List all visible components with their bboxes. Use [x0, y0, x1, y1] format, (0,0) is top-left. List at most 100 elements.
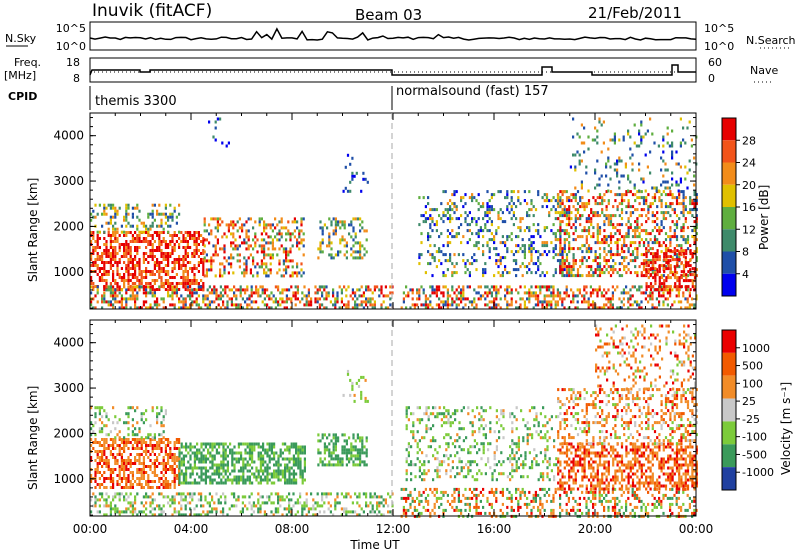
scatter-cell: [229, 478, 232, 482]
scatter-cell: [116, 294, 119, 298]
scatter-cell: [256, 262, 259, 266]
scatter-cell: [153, 273, 156, 276]
scatter-cell: [288, 448, 291, 452]
scatter-cell: [638, 235, 641, 239]
scatter-cell: [418, 294, 421, 298]
scatter-cell: [211, 454, 214, 458]
scatter-cell: [493, 238, 496, 242]
scatter-cell: [654, 282, 657, 286]
scatter-cell: [332, 294, 335, 298]
scatter-cell: [107, 261, 110, 264]
scatter-cell: [265, 271, 268, 275]
scatter-cell: [585, 291, 588, 295]
scatter-cell: [221, 141, 224, 145]
scatter-cell: [116, 267, 119, 270]
scatter-cell: [493, 285, 496, 289]
scatter-cell: [112, 264, 115, 267]
scatter-cell: [691, 279, 694, 283]
scatter-cell: [105, 300, 108, 304]
scatter-cell: [101, 300, 104, 304]
scatter-cell: [123, 471, 126, 474]
scatter-cell: [236, 259, 239, 263]
scatter-cell: [125, 279, 128, 282]
scatter-cell: [94, 480, 97, 483]
scatter-cell: [160, 240, 163, 243]
scatter-cell: [101, 212, 104, 216]
scatter-cell: [455, 306, 458, 310]
scatter-cell: [252, 226, 255, 230]
scatter-cell: [579, 223, 582, 227]
scatter-cell: [136, 471, 139, 474]
scatter-cell: [271, 223, 274, 227]
scatter-cell: [609, 250, 613, 254]
scatter-cell: [259, 294, 262, 298]
scatter-cell: [669, 241, 672, 245]
scatter-cell: [512, 211, 515, 215]
scatter-cell: [640, 123, 643, 127]
scatter-cell: [123, 282, 126, 285]
scatter-cell: [123, 465, 126, 468]
scatter-cell: [105, 441, 108, 444]
scatter-cell: [228, 288, 231, 292]
scatter-cell: [285, 265, 288, 269]
scatter-cell: [677, 291, 680, 295]
scatter-cell: [656, 211, 659, 215]
scatter-cell: [131, 215, 134, 219]
scatter-cell: [438, 288, 441, 292]
scatter-cell: [645, 214, 648, 218]
scatter-cell: [114, 249, 117, 252]
scatter-cell: [572, 193, 575, 197]
scatter-cell: [669, 270, 672, 274]
scatter-cell: [101, 474, 104, 477]
scatter-cell: [534, 271, 538, 275]
scatter-cell: [136, 492, 139, 496]
scatter-cell: [151, 249, 154, 252]
scatter-cell: [127, 501, 130, 505]
scatter-cell: [216, 226, 219, 230]
scatter-cell: [651, 294, 654, 298]
scatter-cell: [182, 475, 185, 479]
scatter-cell: [164, 206, 167, 210]
scatter-cell: [640, 190, 643, 194]
scatter-cell: [195, 240, 198, 243]
scatter-cell: [462, 288, 465, 292]
scatter-cell: [678, 288, 681, 292]
scatter-cell: [554, 199, 557, 203]
scatter-cell: [230, 232, 233, 236]
scatter-cell: [171, 288, 174, 292]
scatter-cell: [269, 226, 272, 230]
scatter-cell: [103, 477, 106, 480]
scatter-cell: [254, 235, 257, 239]
scatter-cell: [296, 285, 299, 289]
scatter-cell: [149, 291, 152, 295]
scatter-cell: [171, 215, 174, 219]
scatter-cell: [484, 271, 487, 275]
scatter-cell: [125, 477, 128, 480]
scatter-cell: [178, 475, 181, 479]
scatter-cell: [145, 231, 148, 234]
scatter-cell: [162, 483, 165, 486]
scatter-cell: [279, 303, 282, 307]
scatter-cell: [204, 297, 207, 301]
scatter-cell: [352, 244, 355, 248]
scatter-cell: [332, 232, 335, 236]
scatter-cell: [103, 450, 106, 453]
scatter-cell: [339, 250, 342, 254]
scatter-cell: [220, 442, 223, 446]
scatter-cell: [695, 256, 698, 260]
scatter-cell: [114, 510, 117, 514]
scatter-cell: [351, 177, 354, 181]
nsearch-tick-top: 10^5: [704, 22, 734, 35]
scatter-cell: [131, 504, 134, 508]
scatter-cell: [603, 229, 606, 233]
scatter-cell: [175, 474, 178, 477]
scatter-cell: [693, 174, 696, 178]
scatter-cell: [666, 291, 669, 295]
scatter-cell: [118, 513, 121, 517]
scatter-cell: [307, 300, 310, 304]
scatter-cell: [539, 288, 542, 292]
scatter-cell: [244, 291, 247, 295]
scatter-cell: [669, 285, 672, 289]
scatter-cell: [345, 241, 348, 245]
scatter-cell: [645, 270, 648, 274]
